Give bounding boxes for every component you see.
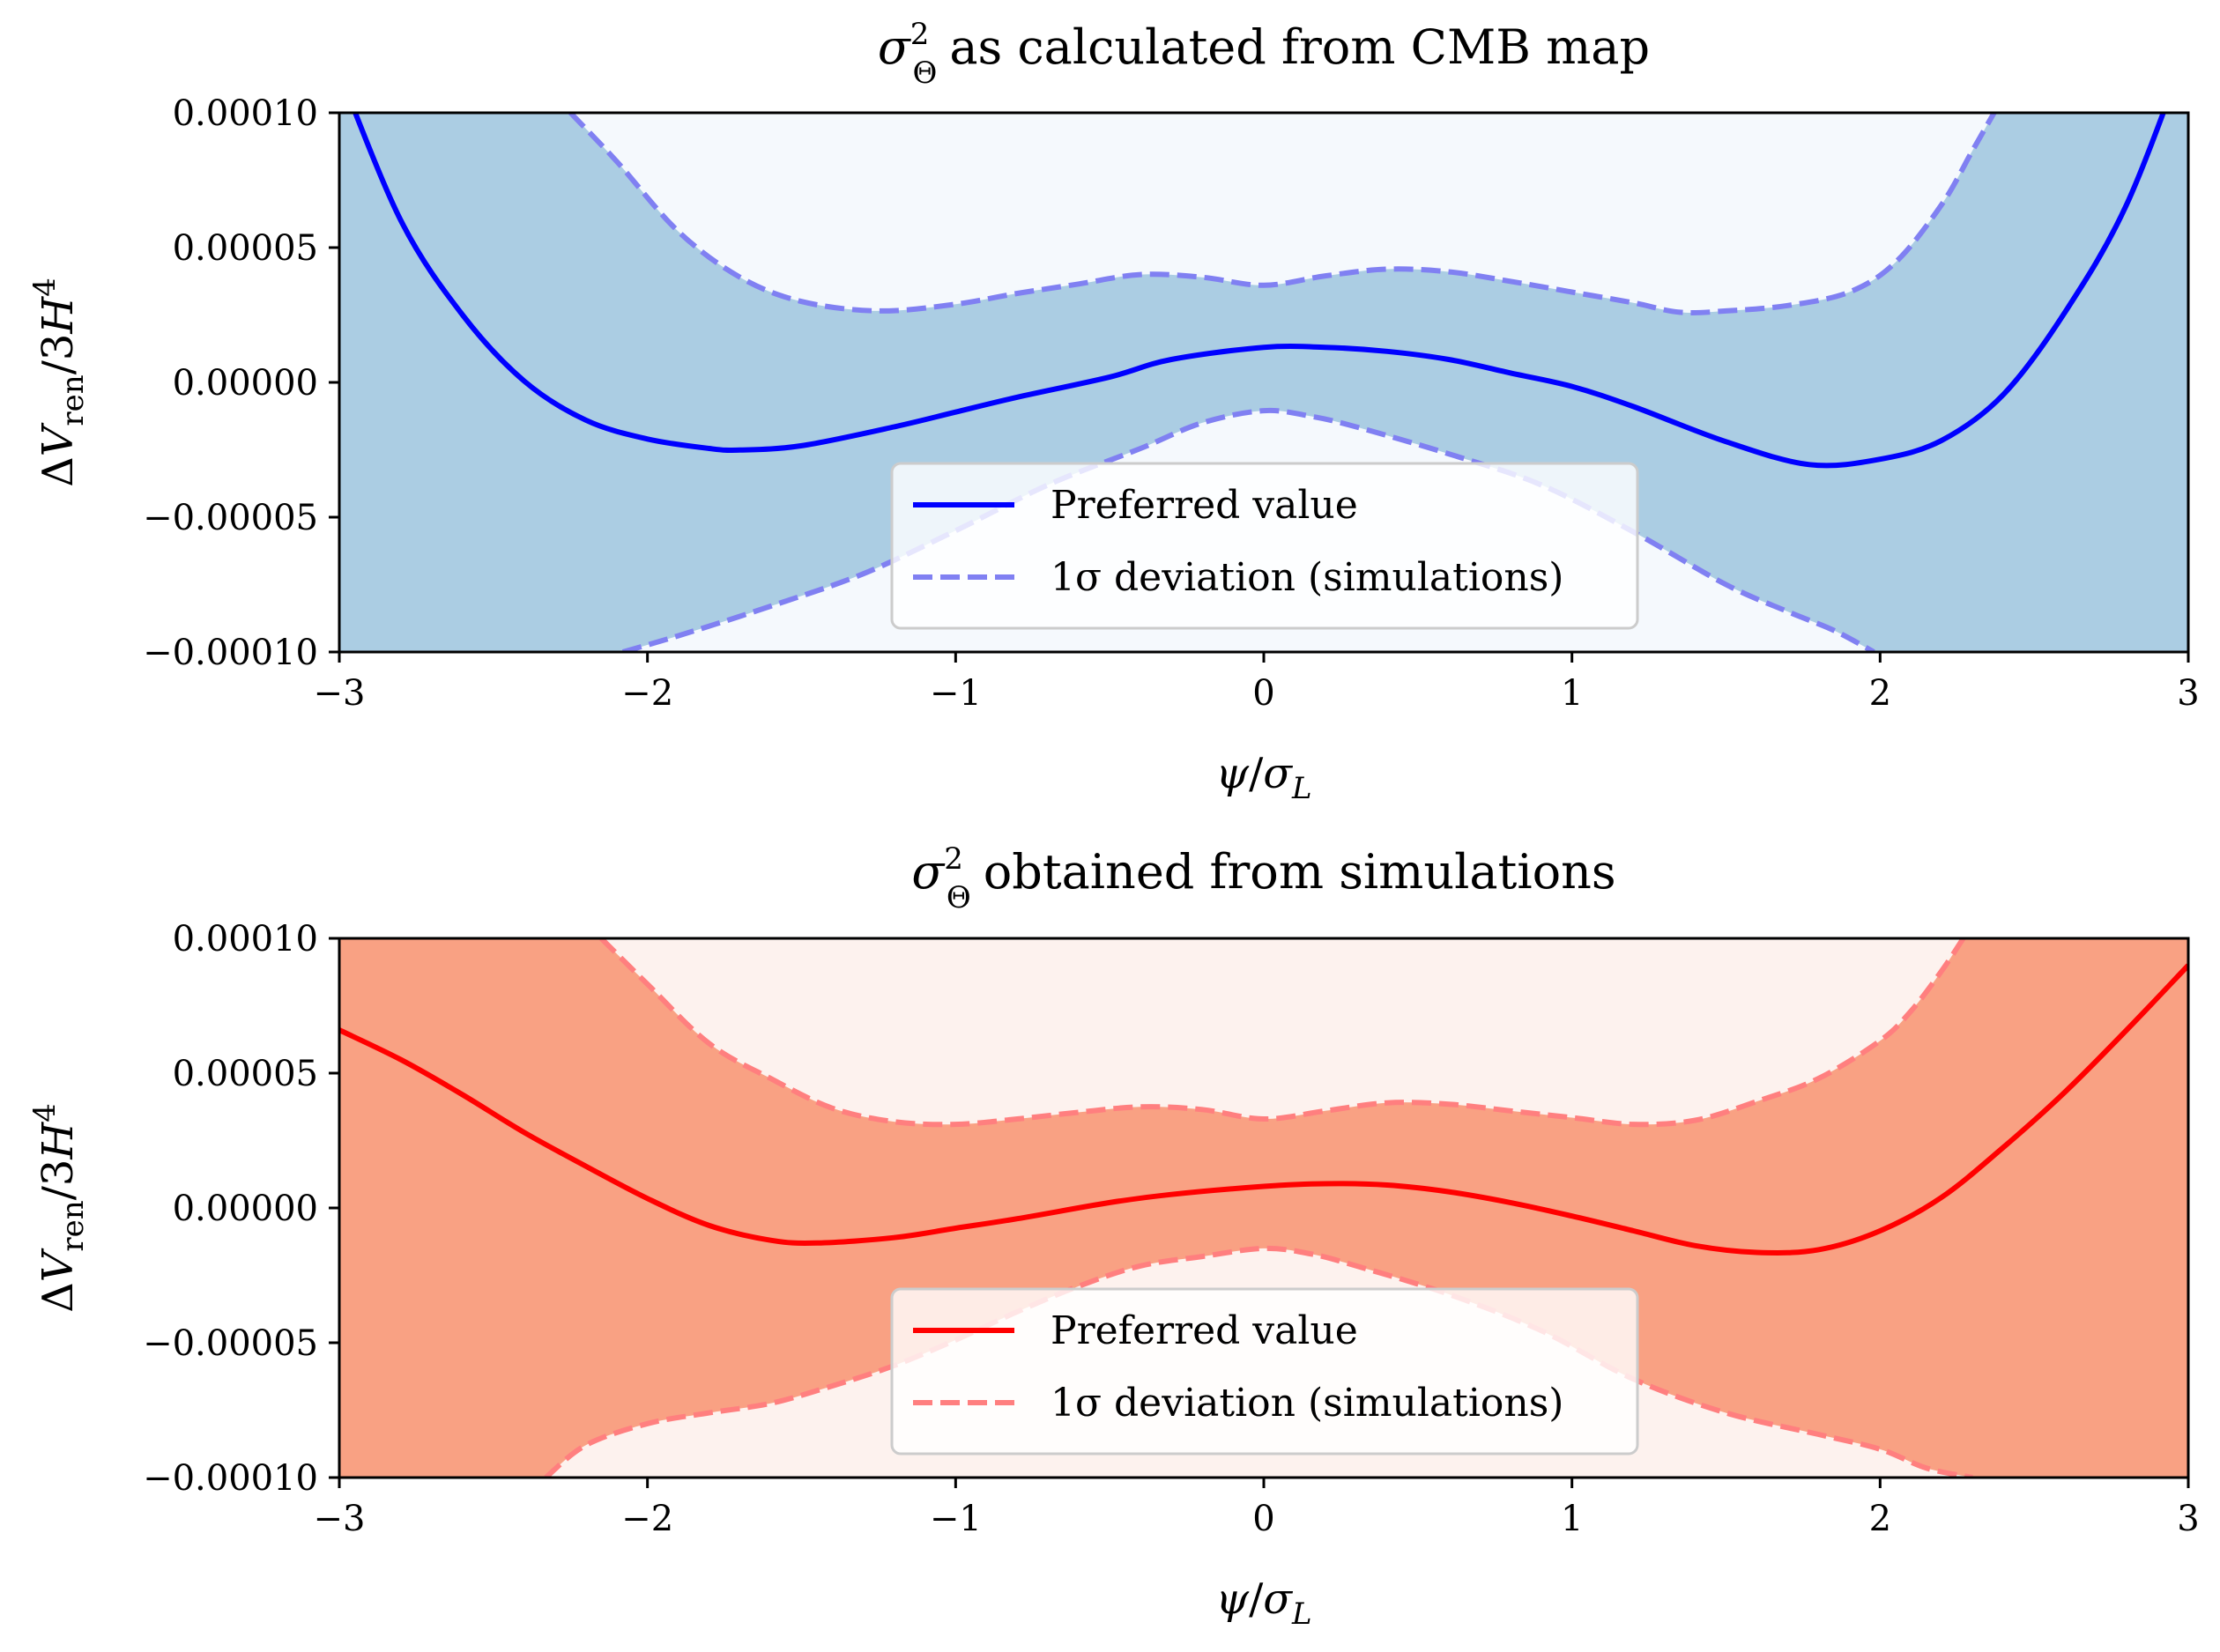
preferred-value-line-top — [352, 113, 2166, 469]
x-tick-label-bottom: 0 — [1252, 1499, 1274, 1539]
legend-bottom: Preferred value 1σ deviation (simulation… — [890, 1287, 1639, 1456]
inner-region-upper-bottom — [601, 938, 1964, 1125]
y-tick-label-top: 0.00010 — [173, 93, 318, 134]
y-tick-label-bottom: −0.00010 — [143, 1458, 318, 1499]
x-tick-label-top: 0 — [1252, 673, 1274, 714]
y-tick-label-top: 0.00000 — [173, 363, 318, 404]
x-axis-label-bottom: ψ/σL — [1215, 1574, 1311, 1632]
x-tick-label-top: −1 — [930, 673, 982, 714]
y-tick-label-bottom: 0.00005 — [173, 1054, 318, 1094]
y-tick-label-top: −0.00005 — [143, 498, 318, 538]
y-axis-label-bottom: ΔVren/3H4 — [27, 1103, 91, 1313]
deviation-lower-line-bottom — [544, 1245, 1973, 1478]
x-tick-label-bottom: −3 — [314, 1499, 366, 1539]
legend-box-bottom — [890, 1287, 1639, 1456]
x-tick-label-top: −2 — [621, 673, 673, 714]
legend-label-preferred-bottom: Preferred value — [1051, 1308, 1358, 1353]
x-tick-label-bottom: 3 — [2177, 1499, 2199, 1539]
x-tick-label-bottom: 2 — [1869, 1499, 1891, 1539]
x-axis-label-top: ψ/σL — [1215, 749, 1311, 806]
legend-top: Preferred value 1σ deviation (simulation… — [890, 462, 1639, 630]
deviation-upper-line-bottom — [599, 938, 1966, 1128]
legend-label-deviation-bottom: 1σ deviation (simulations) — [1051, 1381, 1563, 1426]
x-tick-label-bottom: −1 — [930, 1499, 982, 1539]
x-tick-label-bottom: −2 — [621, 1499, 673, 1539]
legend-box-top — [890, 462, 1639, 630]
preferred-value-line-bottom — [339, 963, 2188, 1256]
y-tick-label-top: −0.00010 — [143, 633, 318, 673]
y-tick-label-bottom: 0.00010 — [173, 919, 318, 959]
x-tick-label-top: 2 — [1869, 673, 1891, 714]
x-tick-label-top: −3 — [314, 673, 366, 714]
deviation-upper-line-top — [568, 113, 1997, 316]
legend-label-deviation-top: 1σ deviation (simulations) — [1051, 555, 1563, 600]
x-tick-label-top: 1 — [1561, 673, 1583, 714]
inner-region-upper-top — [570, 113, 1994, 314]
y-axis-label-top: ΔVren/3H4 — [27, 278, 91, 487]
deviation-lower-line-top — [621, 407, 1875, 652]
y-tick-label-top: 0.00005 — [173, 228, 318, 269]
y-tick-label-bottom: 0.00000 — [173, 1189, 318, 1229]
x-tick-label-top: 3 — [2177, 673, 2199, 714]
legend-label-preferred-top: Preferred value — [1051, 483, 1358, 528]
x-tick-label-bottom: 1 — [1561, 1499, 1583, 1539]
y-tick-label-bottom: −0.00005 — [143, 1323, 318, 1364]
